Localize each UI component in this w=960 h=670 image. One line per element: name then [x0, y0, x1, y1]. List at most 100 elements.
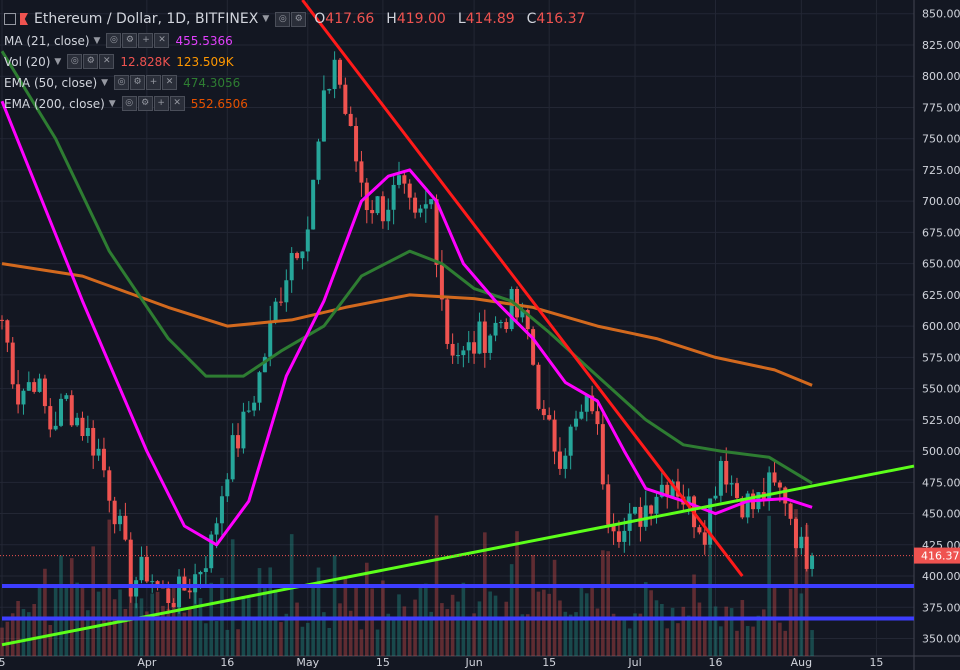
candle-body	[590, 395, 595, 412]
settings-icon[interactable]: ⚙	[137, 96, 153, 111]
volume-bar	[236, 629, 240, 656]
volume-bar	[263, 585, 267, 656]
volume-bar	[10, 613, 15, 656]
volume-bar	[488, 591, 492, 656]
chevron-down-icon[interactable]: ▼	[93, 35, 101, 46]
indicator-name[interactable]: Vol (20)	[4, 54, 51, 69]
indicator-ema200[interactable]: EMA (200, close) ▼ ◎ ⚙ + ✕ 552.6506	[4, 93, 595, 114]
volume-bar	[354, 586, 358, 656]
y-tick-label: 550.00	[922, 383, 960, 396]
candle-body	[413, 197, 418, 213]
settings-icon[interactable]: ⚙	[130, 75, 146, 90]
candle-body	[375, 196, 380, 214]
volume-bar	[595, 608, 600, 656]
candle-body	[144, 556, 149, 582]
volume-bar	[252, 619, 256, 656]
ohlc-close-value: 416.37	[536, 11, 586, 27]
eye-icon[interactable]: ◎	[275, 11, 291, 27]
ohlc-high-value: 419.00	[396, 11, 446, 27]
volume-bar	[338, 603, 342, 656]
candle-body	[262, 356, 267, 373]
close-icon[interactable]: ✕	[154, 33, 170, 48]
candle-body	[643, 505, 648, 527]
eye-icon[interactable]: ◎	[121, 96, 137, 111]
chevron-down-icon[interactable]: ▼	[262, 14, 270, 24]
volume-bar	[316, 567, 321, 656]
candle-body	[5, 320, 10, 343]
candle-body	[0, 319, 4, 321]
volume-bar	[638, 613, 643, 656]
candle-body	[810, 555, 815, 569]
volume-bar	[681, 606, 686, 656]
volume-bar	[375, 629, 380, 656]
candle-body	[445, 299, 450, 344]
candle-body	[203, 568, 208, 572]
volume-bar	[440, 603, 444, 656]
candle-body	[659, 484, 664, 497]
indicator-ema50[interactable]: EMA (50, close) ▼ ◎ ⚙ + ✕ 474.3056	[4, 72, 595, 93]
candle-body	[268, 320, 273, 357]
volume-bar	[53, 586, 58, 656]
indicator-name[interactable]: MA (21, close)	[4, 33, 90, 48]
settings-icon[interactable]: ⚙	[83, 54, 99, 69]
candle-body	[171, 602, 176, 608]
x-tick-label: May	[296, 656, 319, 669]
volume-bar	[407, 619, 412, 656]
y-tick-label: 800.00	[922, 70, 960, 83]
candle-body	[16, 384, 21, 405]
indicator-value: 474.3056	[183, 75, 241, 90]
candle-body	[563, 455, 568, 469]
x-tick-label: Aug	[791, 656, 812, 669]
flag-icon[interactable]	[20, 13, 28, 25]
candle-body	[69, 395, 74, 426]
candle-body	[96, 448, 101, 456]
symbol-title[interactable]: Ethereum / Dollar, 1D, BITFINEX	[34, 11, 259, 27]
candle-body	[359, 161, 364, 183]
indicator-ma[interactable]: MA (21, close) ▼ ◎ ⚙ + ✕ 455.5366	[4, 30, 595, 51]
candle-body	[236, 435, 241, 449]
close-icon[interactable]: ✕	[162, 75, 178, 90]
volume-bar	[322, 612, 326, 656]
plus-icon[interactable]: +	[153, 96, 169, 111]
collapse-icon[interactable]	[4, 13, 16, 25]
volume-bar	[273, 589, 278, 656]
indicator-name[interactable]: EMA (200, close)	[4, 96, 105, 111]
volume-bar	[456, 601, 460, 656]
y-tick-label: 650.00	[922, 258, 960, 271]
settings-icon[interactable]: ⚙	[291, 11, 307, 27]
volume-bar	[37, 585, 42, 656]
ohlc-low-value: 414.89	[465, 11, 515, 27]
candle-body	[799, 536, 804, 549]
close-icon[interactable]: ✕	[169, 96, 185, 111]
y-tick-label: 775.00	[922, 101, 960, 114]
candle-body	[311, 179, 316, 230]
chevron-down-icon[interactable]: ▼	[108, 98, 116, 109]
ma21-line	[0, 100, 813, 547]
settings-icon[interactable]: ⚙	[122, 33, 138, 48]
volume-bar	[617, 618, 621, 656]
eye-icon[interactable]: ◎	[114, 75, 130, 90]
y-tick-label: 475.00	[922, 476, 960, 489]
volume-bar	[177, 590, 181, 656]
candle-body	[793, 518, 798, 549]
plus-icon[interactable]: +	[138, 33, 154, 48]
candle-body	[804, 536, 809, 569]
plus-icon[interactable]: +	[146, 75, 162, 90]
chevron-down-icon[interactable]: ▼	[101, 77, 109, 88]
close-icon[interactable]: ✕	[99, 54, 115, 69]
volume-bar	[729, 608, 734, 656]
candle-body	[665, 484, 670, 497]
volume-bar	[788, 588, 793, 656]
volume-bar	[547, 593, 551, 656]
candle-body	[53, 425, 58, 430]
chevron-down-icon[interactable]: ▼	[54, 56, 62, 67]
candle-body	[783, 487, 788, 504]
candle-body	[525, 310, 530, 330]
eye-icon[interactable]: ◎	[67, 54, 83, 69]
eye-icon[interactable]: ◎	[106, 33, 122, 48]
indicator-buttons: ◎ ⚙ + ✕	[114, 75, 178, 90]
indicator-name[interactable]: EMA (50, close)	[4, 75, 98, 90]
indicator-vol[interactable]: Vol (20) ▼ ◎ ⚙ ✕ 12.828K 123.509K	[4, 51, 595, 72]
